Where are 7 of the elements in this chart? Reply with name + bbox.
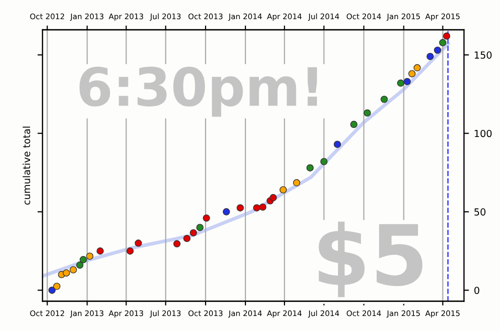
annotation: 6:30pm! (79, 66, 317, 117)
y-axis-title: cumulative total (22, 126, 30, 205)
y-tick-label: 150 (474, 51, 492, 59)
y-tick-label: 100 (474, 130, 492, 138)
y-tick-label: 0 (474, 286, 480, 294)
annotation: $5 (318, 222, 422, 298)
y-tick-label: 50 (474, 208, 486, 216)
